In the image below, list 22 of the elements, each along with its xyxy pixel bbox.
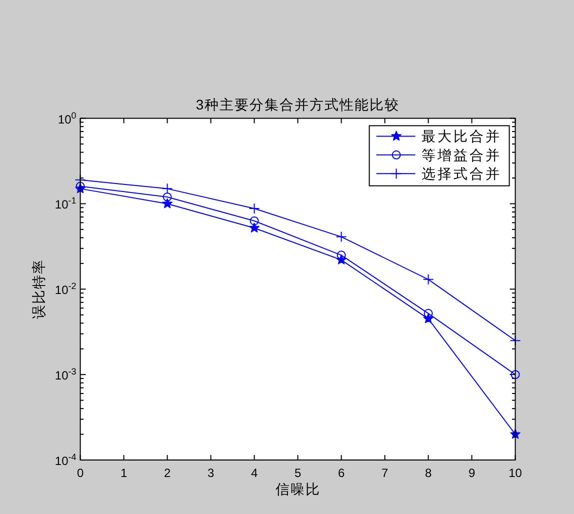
y-tick-label: 10$^{0}$ [58,110,76,126]
x-tick-label: 6 [338,466,345,480]
x-tick-label: 9 [468,466,476,480]
y-axis-title: 误比特率 [30,259,46,320]
y-tick-label: 10$^{-2}$ [54,281,76,298]
legend-label: 等增益合并 [421,146,502,163]
y-tick-label: 10$^{-3}$ [54,366,76,383]
x-tick-label: 3 [207,466,214,480]
x-tick-label: 4 [250,466,258,480]
x-tick-label: 2 [164,466,171,480]
legend-label: 选择式合并 [421,166,502,182]
x-tick-label: 7 [381,466,388,480]
chart-title: 3种主要分集合并方式性能比较 [196,96,400,112]
x-axis-title: 信噪比 [275,481,320,497]
y-tick-label: 10$^{-4}$ [54,452,76,468]
x-tick-label: 0 [76,466,84,480]
x-tick-label: 10 [508,466,522,480]
y-tick-label: 10$^{-1}$ [54,196,76,212]
x-tick-label: 8 [424,466,432,480]
x-tick-label: 5 [294,466,302,480]
x-tick-label: 1 [120,466,128,480]
legend-label: 最大比合并 [421,128,502,144]
